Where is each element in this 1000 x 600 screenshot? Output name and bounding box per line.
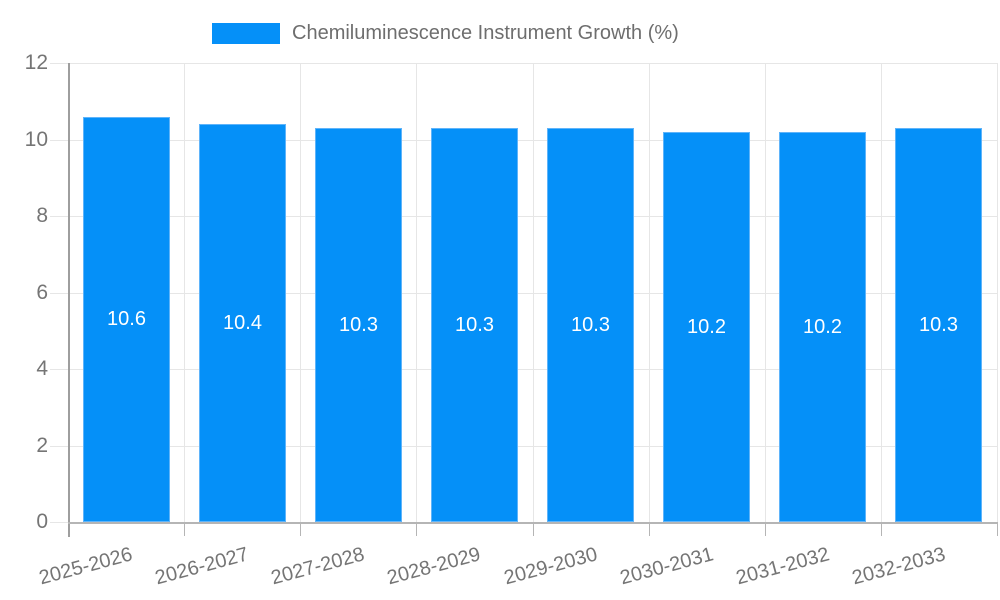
bar-2026-2027[interactable] xyxy=(199,124,286,522)
x-tick-mark xyxy=(765,522,766,536)
bar-value-label: 10.4 xyxy=(223,312,262,334)
x-axis-line xyxy=(68,522,997,524)
y-tick-mark xyxy=(50,63,68,64)
y-gridline xyxy=(68,369,997,370)
x-tick-mark xyxy=(416,522,417,536)
bar-2031-2032[interactable] xyxy=(779,132,866,522)
bar-2025-2026[interactable] xyxy=(83,117,170,522)
bar-2030-2031[interactable] xyxy=(663,132,750,522)
bar-2028-2029[interactable] xyxy=(431,128,518,522)
x-gridline xyxy=(184,63,185,522)
x-tick-mark xyxy=(649,522,650,536)
y-tick-mark xyxy=(50,446,68,447)
x-tick-mark xyxy=(881,522,882,536)
y-axis-tick-label: 6 xyxy=(36,281,48,304)
bar-value-label: 10.3 xyxy=(455,314,494,336)
y-tick-mark xyxy=(50,522,68,523)
y-tick-mark xyxy=(50,293,68,294)
y-gridline xyxy=(68,140,997,141)
x-tick-mark xyxy=(184,522,185,536)
x-tick-mark xyxy=(533,522,534,536)
y-axis-tick-label: 10 xyxy=(24,128,48,151)
x-gridline xyxy=(765,63,766,522)
y-gridline xyxy=(68,446,997,447)
y-tick-mark xyxy=(50,369,68,370)
bar-value-label: 10.3 xyxy=(339,314,378,336)
y-gridline xyxy=(68,216,997,217)
x-tick-mark xyxy=(997,522,998,536)
bar-2029-2030[interactable] xyxy=(547,128,634,522)
y-tick-mark xyxy=(50,216,68,217)
bar-value-label: 10.6 xyxy=(107,308,146,330)
bar-value-label: 10.2 xyxy=(803,316,842,338)
x-gridline xyxy=(881,63,882,522)
y-axis-tick-label: 12 xyxy=(24,51,48,74)
bar-value-label: 10.2 xyxy=(687,316,726,338)
x-gridline xyxy=(649,63,650,522)
x-gridline xyxy=(997,63,998,522)
y-axis-tick-label: 8 xyxy=(36,204,48,227)
legend-swatch xyxy=(212,22,280,44)
y-gridline xyxy=(68,293,997,294)
chart-legend[interactable]: Chemiluminescence Instrument Growth (%) xyxy=(212,20,679,46)
bar-value-label: 10.3 xyxy=(919,314,958,336)
legend-label: Chemiluminescence Instrument Growth (%) xyxy=(292,21,679,44)
y-axis-tick-label: 0 xyxy=(36,510,48,533)
bar-2027-2028[interactable] xyxy=(315,128,402,522)
bar-value-label: 10.3 xyxy=(571,314,610,336)
x-gridline xyxy=(416,63,417,522)
y-axis-tick-label: 4 xyxy=(36,357,48,380)
x-gridline xyxy=(533,63,534,522)
y-axis-tick-label: 2 xyxy=(36,434,48,457)
x-tick-mark xyxy=(300,522,301,536)
x-gridline xyxy=(300,63,301,522)
y-gridline xyxy=(68,63,997,64)
bar-2032-2033[interactable] xyxy=(895,128,982,522)
y-tick-mark xyxy=(50,140,68,141)
y-axis-line xyxy=(68,63,70,537)
